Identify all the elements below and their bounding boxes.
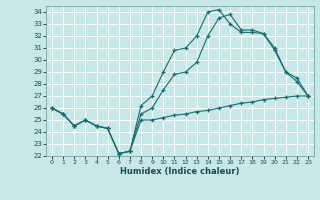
X-axis label: Humidex (Indice chaleur): Humidex (Indice chaleur): [120, 167, 240, 176]
